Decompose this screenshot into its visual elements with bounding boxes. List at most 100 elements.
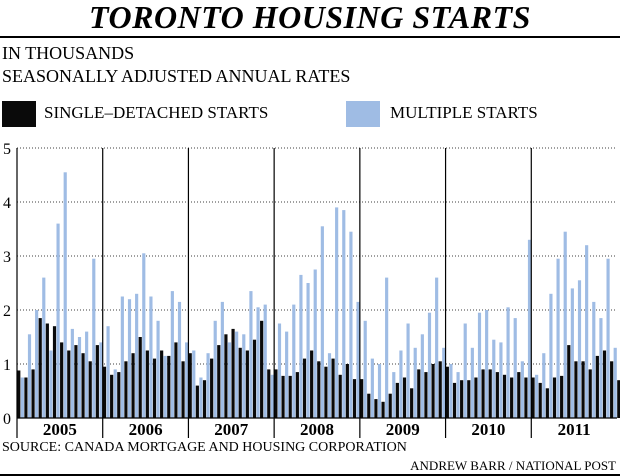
- bar-multiple: [563, 231, 567, 418]
- bar-single-detached: [352, 379, 357, 418]
- bar-multiple: [606, 258, 610, 418]
- bar-multiple: [342, 210, 346, 418]
- bar-multiple: [277, 323, 282, 418]
- bar-multiple: [513, 318, 517, 418]
- bar-multiple: [63, 172, 67, 418]
- y-tick-label: 5: [3, 141, 11, 158]
- bar-single-detached: [574, 361, 578, 418]
- bar-single-detached: [181, 361, 185, 418]
- bar-single-detached: [295, 372, 299, 418]
- bar-multiple: [220, 301, 224, 418]
- bar-single-detached: [302, 358, 307, 418]
- bar-single-detached: [424, 372, 428, 418]
- bar-single-detached: [552, 377, 557, 418]
- bar-single-detached: [231, 328, 235, 418]
- bar-multiple: [470, 347, 474, 418]
- bar-multiple: [163, 355, 167, 418]
- bar-multiple: [227, 342, 232, 418]
- bar-multiple: [270, 374, 274, 418]
- bar-multiple: [399, 350, 403, 418]
- bar-single-detached: [224, 334, 228, 418]
- bar-multiple: [256, 307, 260, 418]
- bar-multiple: [570, 288, 574, 418]
- bar-multiple: [527, 239, 532, 418]
- bar-single-detached: [167, 355, 171, 418]
- year-label: 2011: [558, 420, 591, 438]
- bar-multiple: [349, 231, 353, 418]
- year-label: 2010: [471, 420, 505, 438]
- bar-single-detached: [331, 358, 335, 418]
- bar-multiple: [542, 353, 546, 418]
- bar-multiple: [335, 207, 339, 418]
- bar-multiple: [363, 320, 367, 418]
- bar-multiple: [135, 293, 139, 418]
- bar-single-detached: [481, 369, 485, 418]
- bar-multiple: [27, 334, 32, 418]
- bar-single-detached: [374, 399, 378, 418]
- bar-single-detached: [145, 350, 149, 418]
- bar-single-detached: [524, 377, 528, 418]
- bar-multiple: [456, 372, 460, 418]
- bar-single-detached: [395, 382, 399, 418]
- bar-single-detached: [452, 382, 457, 418]
- chart-title: TORONTO HOUSING STARTS: [89, 0, 531, 35]
- bar-single-detached: [138, 337, 142, 418]
- bar-single-detached: [17, 370, 21, 418]
- bar-single-detached: [102, 366, 107, 418]
- bar-single-detached: [517, 372, 521, 418]
- bar-single-detached: [152, 358, 157, 418]
- bar-multiple: [520, 361, 524, 418]
- bar-multiple: [485, 310, 489, 418]
- bar-single-detached: [531, 377, 535, 418]
- bar-multiple: [249, 291, 253, 418]
- bar-single-detached: [431, 364, 435, 418]
- bar-single-detached: [81, 353, 85, 418]
- bar-multiple: [577, 280, 582, 418]
- bar-single-detached: [267, 369, 271, 418]
- bar-multiple: [285, 331, 289, 418]
- bar-multiple: [120, 296, 124, 418]
- bar-multiple: [599, 318, 603, 418]
- bar-single-detached: [474, 377, 478, 418]
- bar-multiple: [20, 377, 24, 418]
- bar-single-detached: [367, 393, 371, 418]
- housing-starts-chart: 0 1 2 3 4 5 2005 2006 2007 2008 2009 2010 2011: [3, 141, 620, 438]
- bar-single-detached: [217, 345, 221, 418]
- bar-single-detached: [252, 339, 257, 418]
- bar-single-detached: [317, 361, 321, 418]
- bar-multiple: [49, 350, 53, 418]
- year-label: 2005: [43, 420, 77, 438]
- y-tick-label: 0: [3, 411, 11, 428]
- bar-single-detached: [210, 358, 214, 418]
- units-subtitle: IN THOUSANDS: [2, 43, 135, 63]
- bar-single-detached: [567, 345, 571, 418]
- bar-multiple: [413, 347, 417, 418]
- bar-multiple: [535, 374, 539, 418]
- bar-multiple: [113, 369, 117, 418]
- y-tick-label: 2: [3, 303, 11, 320]
- bar-multiple: [106, 326, 110, 418]
- bar-single-detached: [324, 366, 328, 418]
- bar-single-detached: [88, 361, 92, 418]
- bar-multiple: [199, 377, 203, 418]
- bar-single-detached: [160, 350, 164, 418]
- bar-single-detached: [117, 372, 121, 418]
- bar-multiple: [449, 364, 453, 418]
- bar-multiple: [263, 304, 267, 418]
- bar-multiple: [56, 223, 60, 418]
- bar-multiple: [506, 307, 510, 418]
- bar-multiple: [85, 331, 89, 418]
- source-note: SOURCE: CANADA MORTGAGE AND HOUSING CORP…: [2, 440, 407, 455]
- bar-single-detached: [95, 345, 99, 418]
- bar-multiple: [420, 334, 424, 418]
- bar-single-detached: [67, 350, 71, 418]
- bottom-rule: [0, 474, 620, 476]
- bar-multiple: [77, 337, 82, 418]
- bar-single-detached: [545, 388, 549, 418]
- credit-line: ANDREW BARR / NATIONAL POST: [410, 458, 616, 473]
- bar-single-detached: [124, 361, 128, 418]
- bar-multiple: [156, 320, 160, 418]
- y-tick-label: 3: [3, 249, 11, 266]
- bar-single-detached: [417, 369, 421, 418]
- title-rule: [0, 36, 620, 38]
